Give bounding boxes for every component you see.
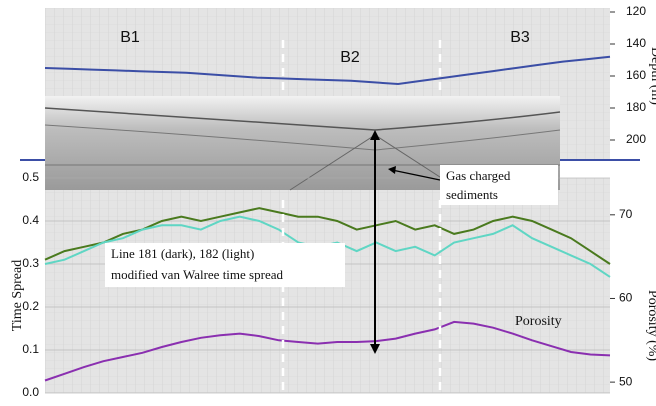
y-axis-label: Time Spread	[10, 260, 25, 331]
pointer	[391, 169, 441, 181]
pointer-head	[388, 166, 396, 174]
y-tick-label: 120	[626, 4, 646, 18]
annotation: sediments	[446, 187, 498, 202]
y-tick-label: 0.5	[22, 170, 39, 184]
region-label: B3	[510, 29, 530, 46]
y-tick-label: 0.2	[22, 299, 39, 313]
region-label: B2	[340, 49, 360, 66]
series-label: Porosity	[515, 314, 562, 329]
y2-tick-label: 50	[619, 374, 633, 388]
annotation: Gas charged	[446, 168, 511, 183]
y-tick-label: 0.3	[22, 256, 39, 270]
y2-tick-label: 70	[619, 207, 633, 221]
region-label: B1	[120, 29, 140, 46]
series-line	[44, 55, 611, 86]
annotation-box	[440, 165, 558, 205]
annotation: modified van Walree time spread	[111, 267, 283, 282]
y2-axis-label: Porosity (%)	[645, 290, 656, 362]
y-tick-label: 0.1	[22, 342, 39, 356]
y-tick-label: 180	[626, 100, 646, 114]
annotation: Line 181 (dark), 182 (light)	[111, 246, 254, 261]
y-tick-label: 0.0	[22, 385, 39, 399]
y-tick-label: 200	[626, 132, 646, 146]
y-tick-label: 160	[626, 68, 646, 82]
annotation-box	[105, 243, 345, 287]
y-tick-label: 0.4	[22, 213, 39, 227]
series-line	[44, 320, 611, 382]
y2-tick-label: 60	[619, 291, 633, 305]
y-axis-label: Depth (m)	[648, 47, 656, 105]
y-tick-label: 140	[626, 36, 646, 50]
